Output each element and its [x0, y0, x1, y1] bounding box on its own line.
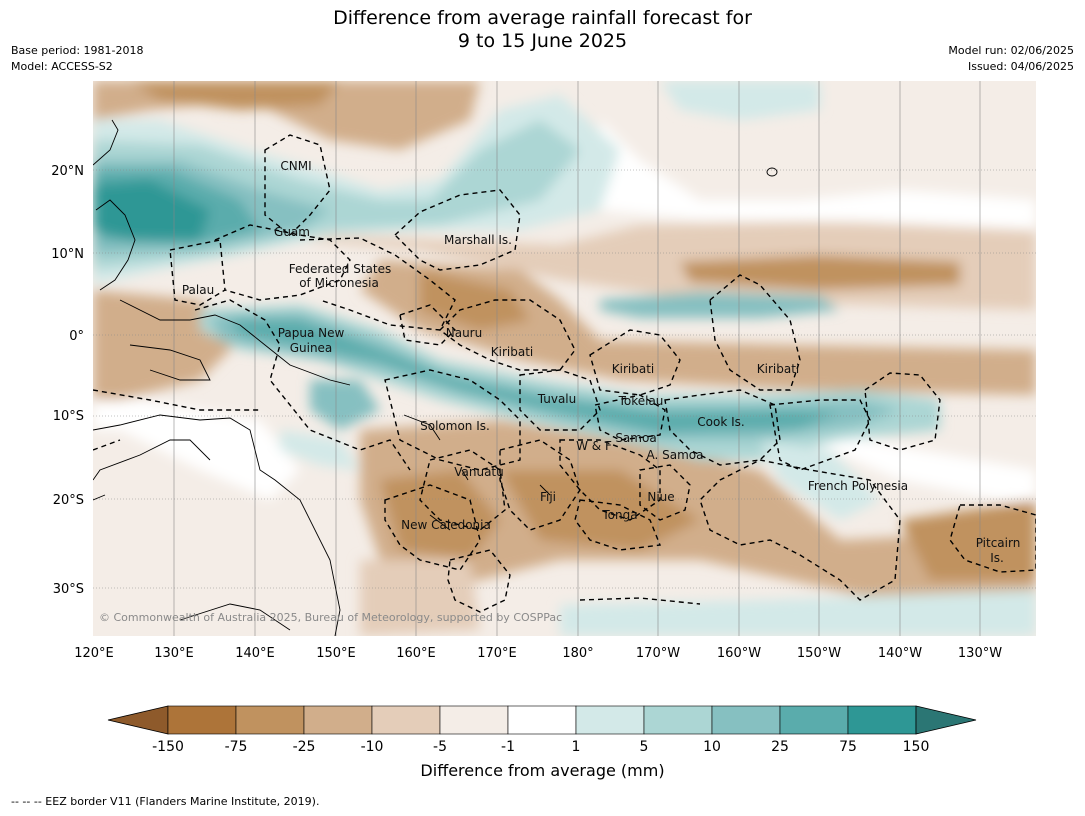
region-label-solomon-is: Solomon Is. [420, 419, 490, 433]
region-label-png-2: Guinea [290, 341, 333, 355]
colorbar-swatch [711, 705, 781, 735]
lon-label: 160°W [717, 646, 761, 661]
colorbar-tick-label: 25 [771, 739, 789, 755]
colorbar-tick-label: 5 [640, 739, 649, 755]
colorbar-swatch [507, 705, 577, 735]
lat-label: 0° [69, 329, 84, 344]
meta-left: Base period: 1981-2018 Model: ACCESS-S2 [11, 43, 143, 75]
colorbar-extend-low [107, 705, 169, 735]
lon-label: 180° [562, 646, 593, 661]
lon-label: 170°W [636, 646, 680, 661]
region-label-palau: Palau [182, 283, 214, 297]
lon-label: 140°E [235, 646, 275, 661]
lon-label: 130°E [154, 646, 194, 661]
region-label-niue: Niue [647, 490, 674, 504]
lon-label: 170°E [477, 646, 517, 661]
lon-label: 150°W [797, 646, 841, 661]
colorbar-tick-label: -150 [152, 739, 184, 755]
region-label-kiribati-east: Kiribati [757, 362, 799, 376]
issued-date: Issued: 04/06/2025 [967, 60, 1074, 73]
region-label-marshall-is: Marshall Is. [444, 233, 512, 247]
lon-label: 130°W [958, 646, 1002, 661]
region-label-american-samoa: A. Samoa [647, 448, 704, 462]
colorbar-tick-label: -10 [361, 739, 384, 755]
lon-label: 120°E [74, 646, 114, 661]
model-run: Model run: 02/06/2025 [948, 44, 1074, 57]
colorbar-swatch [439, 705, 509, 735]
map-title: Difference from average rainfall forecas… [0, 7, 1085, 53]
colorbar-swatch [235, 705, 305, 735]
region-label-french-polynesia: French Polynesia [808, 479, 908, 493]
region-label-cook-is: Cook Is. [697, 415, 744, 429]
colorbar-extend-high [915, 705, 977, 735]
colorbar-tick-label: -1 [501, 739, 515, 755]
lon-label: 150°E [316, 646, 356, 661]
region-label-fsm-2: of Micronesia [299, 276, 379, 290]
region-label-pitcairn-1: Pitcairn [976, 536, 1021, 550]
latitude-labels: 20°N 10°N 0° 10°S 20°S 30°S [51, 164, 84, 597]
eez-borders [93, 134, 1036, 613]
lat-label: 20°N [51, 164, 84, 179]
lat-label: 10°N [51, 247, 84, 262]
region-label-new-caledonia: New Caledonia [401, 518, 491, 532]
colorbar-swatch [167, 705, 237, 735]
model-name: Model: ACCESS-S2 [11, 60, 113, 73]
colorbar: -150 -75 -25 -10 -5 -1 1 5 10 25 75 150 [107, 705, 977, 755]
region-label-guam: Guam [274, 225, 310, 239]
region-label-pitcairn-2: Is. [990, 551, 1004, 565]
graticule [93, 81, 1036, 636]
colorbar-swatch [371, 705, 441, 735]
eez-legend-note: -- -- -- EEZ border V11 (Flanders Marine… [11, 795, 320, 808]
copyright-notice: © Commonwealth of Australia 2025, Bureau… [99, 611, 562, 624]
region-label-kiribati-central: Kiribati [612, 362, 654, 376]
region-label-fsm-1: Federated States [289, 262, 391, 276]
colorbar-tick-label: 10 [703, 739, 721, 755]
region-label-samoa: Samoa [615, 431, 656, 445]
colorbar-swatch [303, 705, 373, 735]
region-label-cnmi: CNMI [280, 159, 311, 173]
region-label-tonga: Tonga [601, 508, 637, 522]
lat-label: 30°S [53, 582, 84, 597]
colorbar-tick-label: 150 [903, 739, 930, 755]
region-label-nauru: Nauru [446, 326, 482, 340]
region-label-wallis-futuna: W & F [576, 439, 612, 453]
colorbar-swatch [847, 705, 917, 735]
meta-right: Model run: 02/06/2025 Issued: 04/06/2025 [948, 43, 1074, 75]
title-line-1: Difference from average rainfall forecas… [333, 7, 752, 29]
region-label-tokelau: Tokelau [618, 394, 664, 408]
region-label-fiji: Fiji [540, 490, 556, 504]
colorbar-swatch [779, 705, 849, 735]
lat-label: 20°S [53, 493, 84, 508]
rainfall-anomaly-field [93, 81, 1036, 636]
lon-label: 160°E [396, 646, 436, 661]
region-label-tuvalu: Tuvalu [537, 392, 577, 406]
base-period: Base period: 1981-2018 [11, 44, 144, 57]
title-line-2: 9 to 15 June 2025 [457, 30, 628, 52]
colorbar-title: Difference from average (mm) [420, 761, 665, 780]
colorbar-swatch [575, 705, 645, 735]
colorbar-swatch [643, 705, 713, 735]
region-labels: CNMI Guam Marshall Is. Federated States … [182, 159, 1020, 565]
longitude-labels: 120°E 130°E 140°E 150°E 160°E 170°E 180°… [74, 646, 1002, 661]
region-label-kiribati-west: Kiribati [491, 345, 533, 359]
region-label-png-1: Papua New [278, 326, 345, 340]
lat-label: 10°S [53, 409, 84, 424]
colorbar-tick-label: -5 [433, 739, 447, 755]
colorbar-tick-label: 75 [839, 739, 857, 755]
region-label-vanuatu: Vanuatu [454, 465, 504, 479]
colorbar-tick-label: -75 [225, 739, 248, 755]
lon-label: 140°W [878, 646, 922, 661]
colorbar-tick-label: -25 [293, 739, 316, 755]
colorbar-tick-label: 1 [572, 739, 581, 755]
coastlines [93, 119, 778, 636]
